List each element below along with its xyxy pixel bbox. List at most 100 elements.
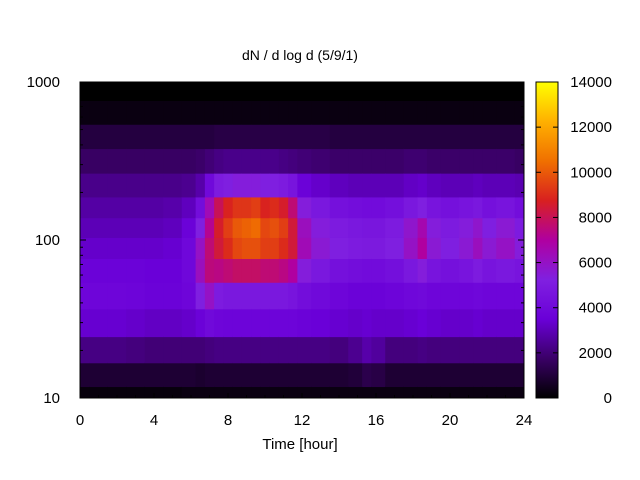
heatmap-cell [278,173,289,198]
heatmap-cell [278,124,289,150]
heatmap-cell [163,148,183,174]
heatmap-cell [426,82,442,101]
heatmap-cell [260,362,271,388]
heatmap-cell [232,362,243,388]
heatmap-cell [269,196,280,219]
heatmap-cell [251,386,261,398]
heatmap-cell [403,362,419,388]
heatmap-cell [288,173,298,198]
heatmap-cell [241,282,252,310]
heatmap-cell [89,173,109,198]
heatmap-cell [89,258,109,283]
heatmap-cell [204,82,215,101]
heatmap-cell [311,196,331,219]
heatmap-cell [232,196,243,219]
heatmap-cell [362,308,372,338]
heatmap-cell [417,82,428,101]
heatmap-cell [126,82,146,101]
heatmap-cell [348,362,363,388]
heatmap-cell [163,196,183,219]
heatmap-cell [126,258,146,283]
heatmap-cell [459,82,474,101]
heatmap-cell [496,124,516,150]
heatmap-cell [232,124,243,150]
heatmap-cell [417,362,428,388]
heatmap-cell [496,196,516,219]
heatmap-cell [482,258,497,283]
heatmap-cell [403,100,419,125]
heatmap-cell [371,336,386,364]
heatmap-cell [426,258,442,283]
heatmap-cell [417,217,428,238]
heatmap-cell [473,336,483,364]
heatmap-cell [195,258,206,283]
colorbar-tick-label: 8000 [579,209,612,226]
heatmap-cell [181,82,197,101]
x-axis: 0 4 8 12 16 20 24 [76,82,532,429]
heatmap-cell [144,217,164,238]
heatmap-cell [403,336,419,364]
heatmap-cell [403,237,419,259]
heatmap-cell [163,282,183,310]
heatmap-cell [403,217,419,238]
heatmap-cell [417,237,428,259]
heatmap-cell [362,362,372,388]
heatmap-cell [241,173,252,198]
heatmap-cell [232,148,243,174]
heatmap-cell [297,124,312,150]
heatmap-cell [144,100,164,125]
heatmap-cell [311,173,331,198]
heatmap-cell [371,282,386,310]
heatmap-cell [107,362,127,388]
heatmap-cell [348,100,363,125]
heatmap-cell [426,336,442,364]
heatmap-cell [214,282,224,310]
heatmap-cell [241,100,252,125]
heatmap-cell [426,148,442,174]
heatmap-cell [260,217,271,238]
heatmap-cell [514,282,524,310]
heatmap-cell [514,308,524,338]
heatmap-cell [362,282,372,310]
heatmap-cell [514,124,524,150]
heatmap-cell [260,196,271,219]
heatmap-cell [278,386,289,398]
heatmap-cell [297,196,312,219]
heatmap-cell [181,196,197,219]
heatmap-cell [204,124,215,150]
y-tick-label: 10 [43,390,60,407]
heatmap-cell [80,308,90,338]
heatmap-cell [126,124,146,150]
heatmap-cell [482,217,497,238]
heatmap-cell [385,386,405,398]
heatmap-cell [126,217,146,238]
heatmap-cell [232,386,243,398]
heatmap-cell [269,173,280,198]
heatmap-cell [385,82,405,101]
heatmap-cell [80,217,90,238]
heatmap-cell [163,386,183,398]
heatmap-cell [426,100,442,125]
heatmap-cell [362,258,372,283]
heatmap-cell [214,82,224,101]
heatmap-cell [107,258,127,283]
colorbar-tick-label: 14000 [570,74,612,91]
heatmap-cell [496,100,516,125]
heatmap-cell [144,336,164,364]
heatmap-cell [459,196,474,219]
heatmap-cell [297,217,312,238]
heatmap-cell [89,196,109,219]
heatmap-cell [214,217,224,238]
heatmap-cell [89,362,109,388]
heatmap-cell [426,124,442,150]
heatmap-cell [473,237,483,259]
heatmap-cell [107,148,127,174]
heatmap-cell [260,386,271,398]
heatmap-cell [251,100,261,125]
heatmap-cell [181,308,197,338]
heatmap-cell [232,173,243,198]
heatmap-cell [126,308,146,338]
heatmap-cell [195,148,206,174]
heatmap-cell [473,362,483,388]
heatmap-cell [278,100,289,125]
